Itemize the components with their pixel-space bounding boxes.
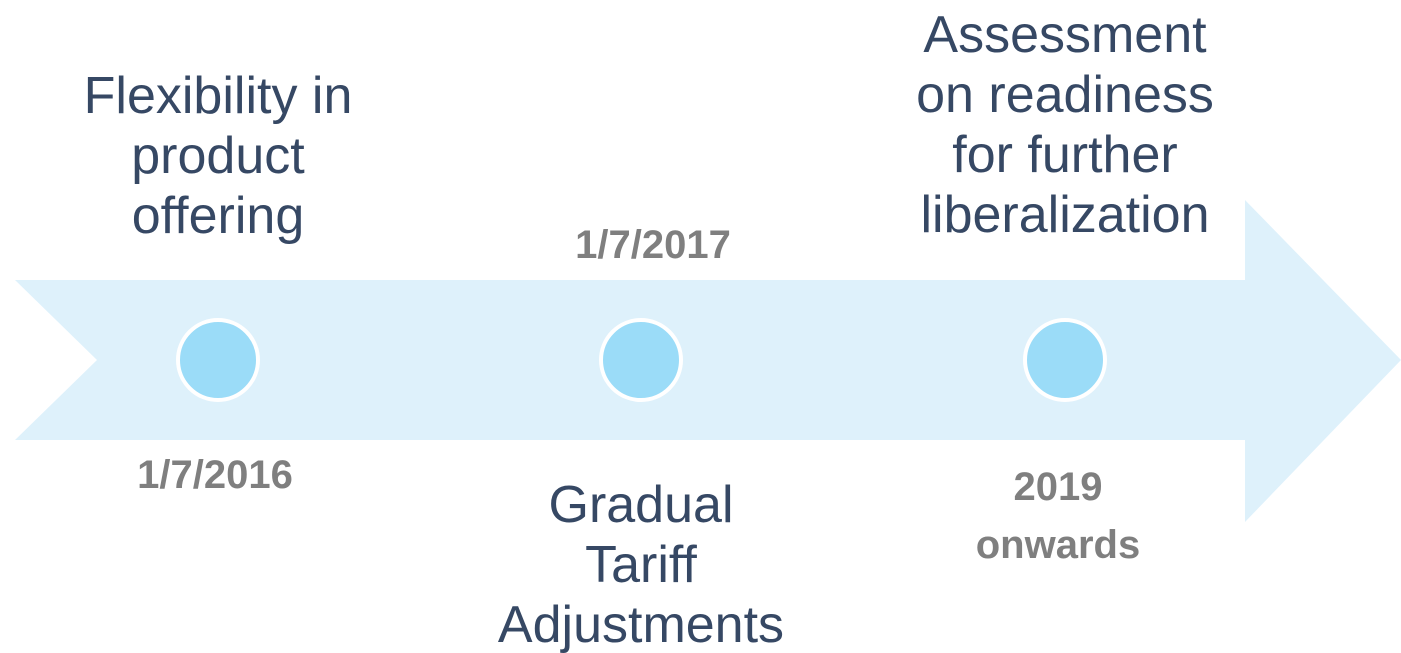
milestone-date: 1/7/2017 — [575, 223, 731, 267]
milestone-dot — [599, 318, 683, 402]
milestone-date: 1/7/2016 — [137, 453, 293, 497]
milestone-label: on readiness — [916, 66, 1214, 124]
milestone-label: liberalization — [920, 186, 1209, 244]
milestone-label: Flexibility in — [84, 67, 353, 125]
milestone-label: Tariff — [585, 536, 697, 594]
milestone-label: offering — [132, 187, 305, 245]
milestone-label: product — [131, 127, 305, 185]
milestone-date: 2019 — [1014, 465, 1103, 509]
milestone-dot — [176, 318, 260, 402]
milestone-label: Adjustments — [498, 596, 784, 653]
milestone-dot — [1023, 318, 1107, 402]
milestone-label: Gradual — [549, 476, 734, 534]
milestone-label: Assessment — [923, 6, 1207, 64]
milestone-label: for further — [952, 126, 1177, 184]
timeline-arrow — [15, 200, 1401, 522]
milestone-date: onwards — [976, 523, 1140, 567]
